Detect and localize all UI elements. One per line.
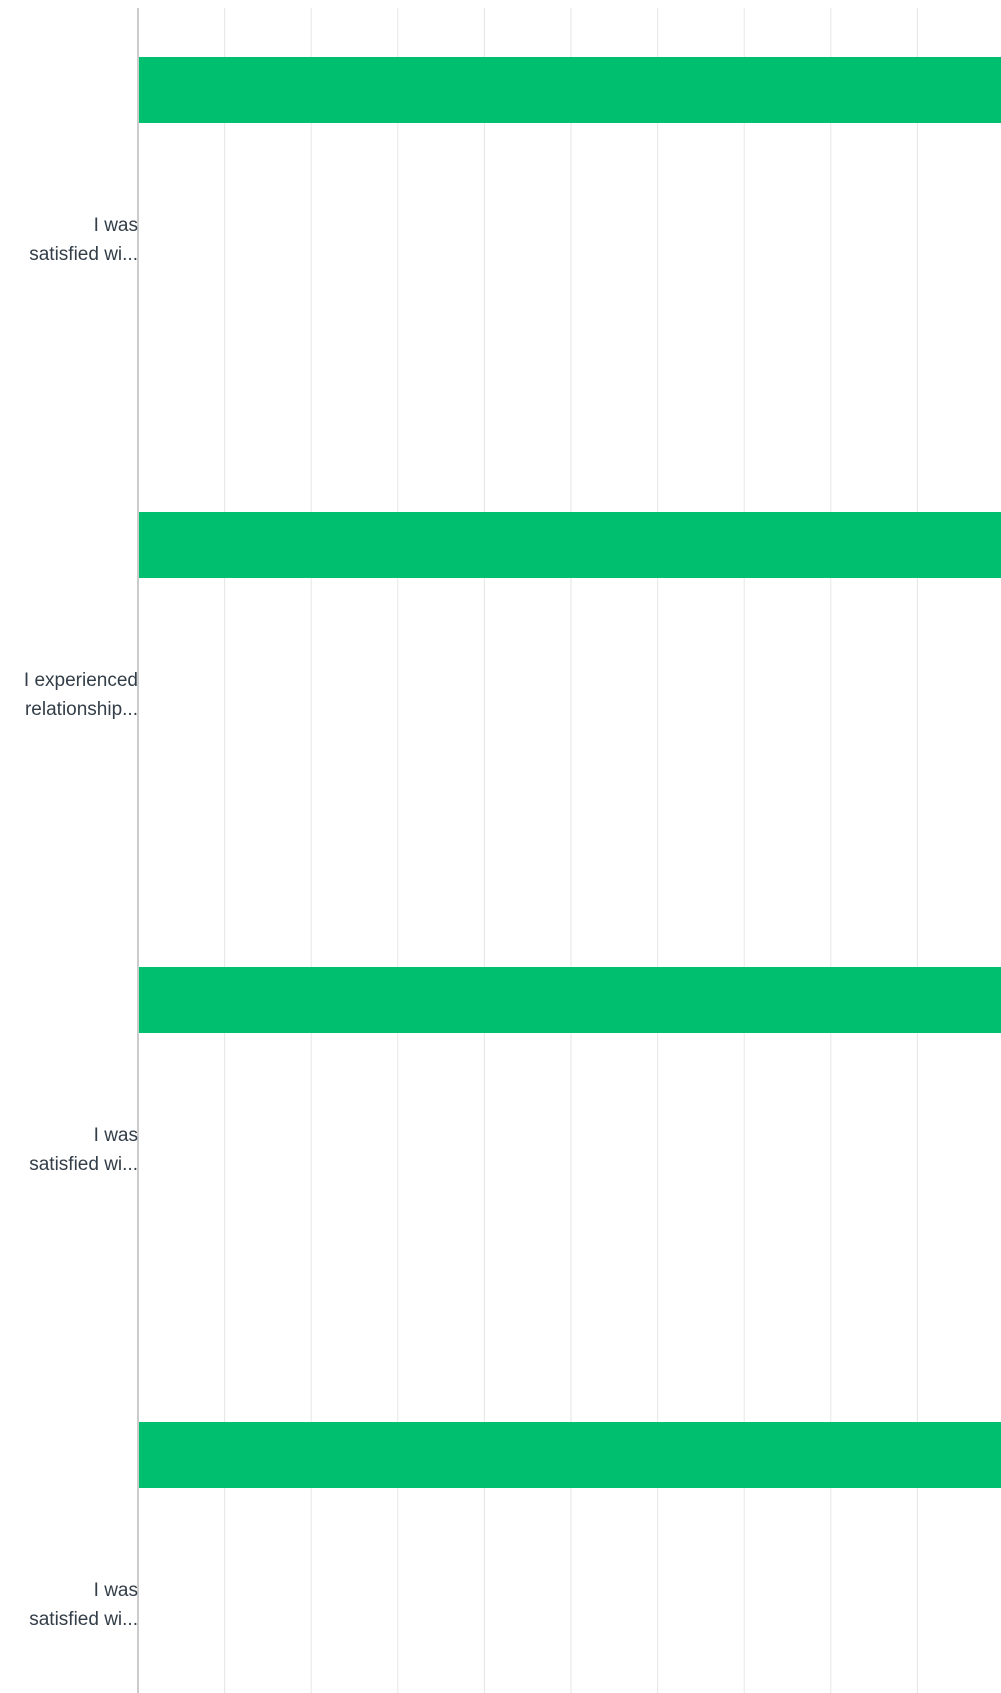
bar[interactable] [138, 967, 1001, 1033]
category-label: I was satisfied wi... [29, 1125, 138, 1175]
category-label-line: I was [94, 1125, 138, 1146]
category-label-line: satisfied wi... [29, 244, 138, 265]
category-label: I was satisfied wi... [29, 215, 138, 265]
category-label-line: satisfied wi... [29, 1609, 138, 1630]
category-label-line: satisfied wi... [29, 1154, 138, 1175]
bar[interactable] [138, 512, 1001, 578]
category-labels: I was satisfied wi... I experienced relatio… [24, 215, 138, 1630]
bars [138, 57, 1001, 1488]
category-label: I was satisfied wi... [29, 1580, 138, 1630]
category-label: I experienced relationship... [24, 670, 138, 720]
category-label-line: relationship... [25, 699, 138, 720]
category-label-line: I was [94, 1580, 138, 1601]
bar[interactable] [138, 57, 1001, 123]
category-label-line: I experienced [24, 670, 138, 691]
category-label-line: I was [94, 215, 138, 236]
grid-lines [224, 8, 918, 1693]
bar[interactable] [138, 1422, 1001, 1488]
